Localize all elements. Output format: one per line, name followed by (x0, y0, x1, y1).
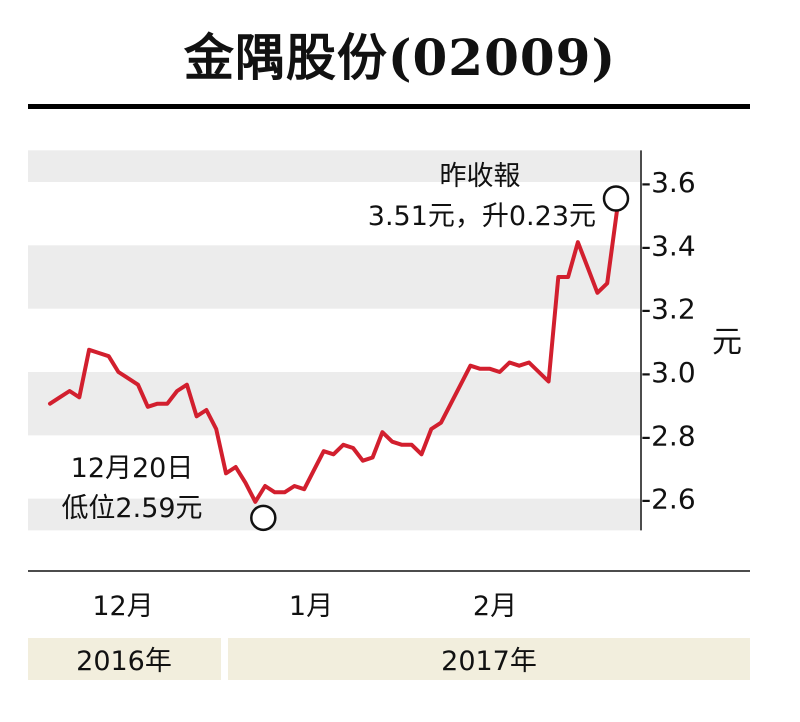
background-band (28, 245, 640, 309)
low-point-marker (250, 504, 277, 532)
low-price-annotation: 低位2.59元 (61, 493, 202, 524)
close-point-marker (602, 185, 630, 212)
close-title-annotation: 昨收報 (440, 161, 521, 192)
y-tick-label: -2.6 (641, 483, 696, 516)
month-label-dec: 12月 (92, 591, 153, 622)
close-price-annotation: 3.51元，升0.23元 (368, 201, 596, 232)
y-axis-label: 元 (712, 325, 742, 360)
month-label-feb: 2月 (473, 591, 517, 622)
title-rule (28, 104, 750, 109)
y-axis: -2.6 -2.8 -3.0 -3.2 -3.4 -3.6 (640, 150, 696, 531)
background-bands (28, 150, 640, 531)
month-label-jan: 1月 (289, 591, 333, 622)
y-tick-label: -3.6 (641, 166, 696, 199)
y-tick-label: -3.4 (641, 229, 696, 262)
low-date-annotation: 12月20日 (71, 453, 194, 484)
y-tick-label: -3.0 (641, 356, 696, 389)
y-tick-label: -3.2 (641, 293, 696, 326)
background-band (28, 372, 640, 436)
chart-title: 金隅股份(02009) (183, 28, 617, 87)
background-band (28, 498, 640, 531)
y-tick-label: -2.8 (641, 419, 696, 452)
year-label-2017: 2017年 (441, 646, 537, 677)
year-band-2017 (228, 638, 750, 680)
background-band (28, 150, 640, 182)
year-band-2016 (28, 638, 221, 680)
year-label-2016: 2016年 (76, 646, 172, 677)
price-line (48, 208, 619, 504)
